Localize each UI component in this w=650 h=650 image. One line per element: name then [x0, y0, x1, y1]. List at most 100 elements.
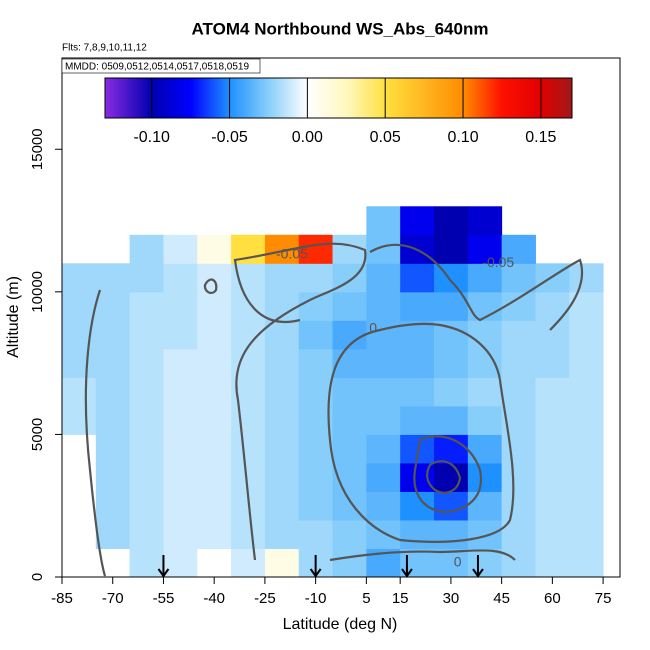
- heatmap-cell: [366, 491, 401, 521]
- heatmap-cell: [197, 405, 232, 435]
- subtitle: Flts: 7,8,9,10,11,12: [62, 43, 147, 54]
- heatmap-cell: [366, 291, 401, 321]
- x-tick-label: 5: [362, 590, 370, 607]
- arrow-head: [157, 568, 170, 578]
- colorbar-tick-label: -0.05: [211, 129, 248, 146]
- heatmap-cell: [501, 348, 536, 378]
- heatmap-cell: [163, 434, 198, 464]
- contour-label: 0: [369, 320, 377, 336]
- heatmap-cell: [129, 234, 164, 264]
- x-tick-label: 15: [392, 590, 409, 607]
- heatmap-cell: [231, 548, 266, 578]
- contour-label: -0.05: [276, 245, 308, 261]
- heatmap-cell: [264, 263, 300, 293]
- heatmap-cell: [163, 291, 198, 321]
- heatmap-cell: [467, 377, 503, 407]
- heatmap-cell: [129, 291, 164, 321]
- heatmap-cell: [434, 519, 469, 549]
- arrow: [472, 555, 484, 578]
- heatmap-cell: [569, 519, 604, 549]
- heatmap-cell: [400, 405, 435, 435]
- y-tick-label: 0: [29, 573, 46, 581]
- heatmap-cell: [535, 348, 570, 378]
- heatmap-cell: [535, 405, 570, 435]
- heatmap-cell: [163, 548, 198, 578]
- heatmap-cell: [163, 462, 198, 492]
- contour-line: [426, 460, 462, 494]
- heatmap-cell: [434, 377, 469, 407]
- heatmap-cell: [62, 263, 97, 293]
- y-tick-label: 15000: [29, 128, 46, 170]
- heatmap-cell: [501, 234, 536, 264]
- arrow: [309, 555, 322, 578]
- heatmap-cell: [129, 405, 164, 435]
- heatmap-cell: [62, 377, 97, 407]
- heatmap-cell: [434, 405, 469, 435]
- heatmap-cell: [434, 206, 469, 236]
- heatmap-cell: [298, 434, 334, 464]
- y-tick-label: 10000: [29, 271, 46, 313]
- heatmap-cell: [62, 405, 97, 435]
- heatmap-cell: [467, 519, 503, 549]
- heatmap-cell: [569, 548, 604, 578]
- heatmap-cell: [535, 491, 570, 521]
- heatmap-cell: [535, 377, 570, 407]
- heatmap-cell: [535, 519, 570, 549]
- heatmap-cell: [434, 462, 469, 492]
- y-tick-label: 5000: [29, 418, 46, 451]
- heatmap-cell: [197, 348, 232, 378]
- heatmap-cell: [95, 348, 131, 378]
- heatmap-cell: [366, 434, 401, 464]
- heatmap-cell: [501, 377, 536, 407]
- colorbar-tick-label: 0.15: [525, 129, 556, 146]
- heatmap-cell: [467, 491, 503, 521]
- contour-line: [369, 243, 583, 331]
- heatmap-cell: [298, 234, 334, 264]
- heatmap-cell: [163, 234, 198, 264]
- heatmap-cell: [366, 377, 401, 407]
- x-tick-label: -55: [153, 590, 175, 607]
- heatmap-cell: [366, 462, 401, 492]
- heatmap-cell: [366, 320, 401, 350]
- heatmap-cell: [332, 377, 367, 407]
- heatmap-cell: [400, 206, 435, 236]
- heatmap-cell: [163, 377, 198, 407]
- x-tick-label: -25: [254, 590, 276, 607]
- heatmap-cell: [95, 320, 131, 350]
- x-tick-label: -70: [102, 590, 124, 607]
- heatmap-cell: [501, 491, 536, 521]
- heatmap-cell: [129, 320, 164, 350]
- heatmap-cell: [434, 548, 469, 578]
- heatmap-cell: [197, 291, 232, 321]
- contour-line: [233, 242, 367, 561]
- heatmap-cell: [501, 548, 536, 578]
- heatmap-cell: [264, 548, 300, 578]
- arrow-head: [401, 568, 413, 578]
- heatmap-cell: [264, 434, 300, 464]
- heatmap-cell: [298, 348, 334, 378]
- plot-frame: [61, 57, 621, 578]
- colorbar-tick-label: -0.10: [133, 129, 170, 146]
- y-axis-label: Altitude (m): [5, 276, 22, 358]
- heatmap-cell: [129, 377, 164, 407]
- arrow-head: [472, 568, 484, 578]
- heatmap-cell: [298, 263, 334, 293]
- heatmap-cell: [501, 263, 536, 293]
- heatmap-cell: [366, 263, 401, 293]
- heatmap-cell: [467, 462, 503, 492]
- heatmap-cell: [163, 405, 198, 435]
- heatmap-cell: [467, 263, 503, 293]
- heatmap-cell: [298, 405, 334, 435]
- heatmap-cell: [95, 462, 131, 492]
- heatmap-cell: [332, 348, 367, 378]
- heatmap-cell: [569, 434, 604, 464]
- heatmap-cell: [264, 377, 300, 407]
- heatmap-cell: [163, 491, 198, 521]
- chart-title: ATOM4 Northbound WS_Abs_640nm: [192, 19, 489, 38]
- heatmap-cell: [95, 519, 131, 549]
- heatmap-cell: [569, 405, 604, 435]
- x-tick-label: -10: [305, 590, 327, 607]
- heatmap-cell: [569, 377, 604, 407]
- heatmap-cell: [569, 348, 604, 378]
